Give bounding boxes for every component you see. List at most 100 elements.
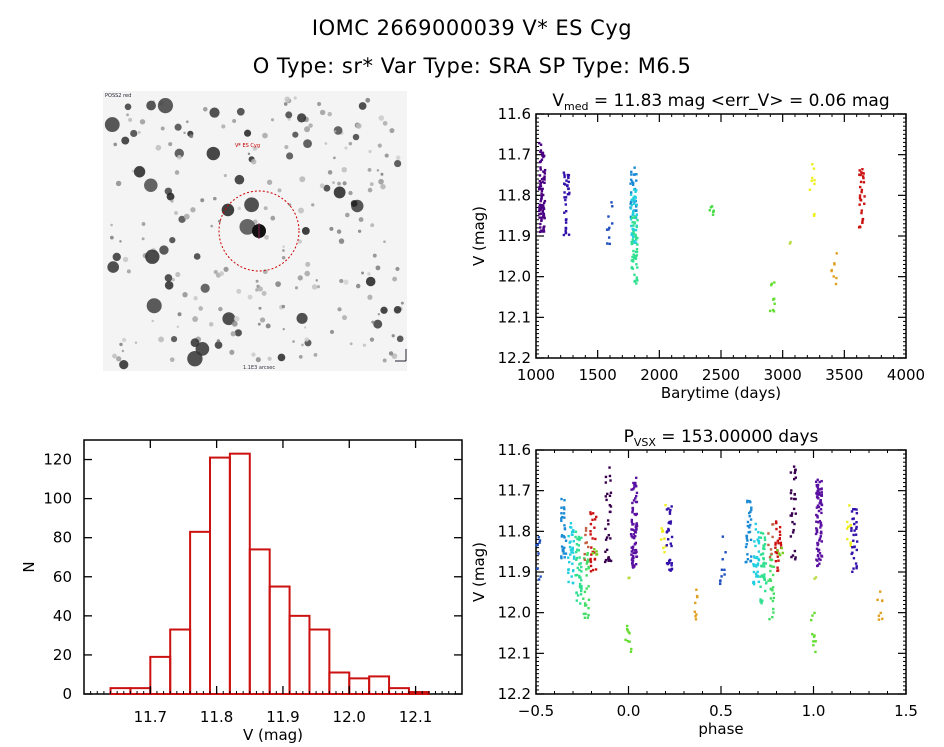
phased-point	[604, 527, 607, 531]
phased-point	[748, 530, 752, 534]
lightcurve-point	[636, 219, 639, 222]
phased-point	[560, 497, 563, 501]
phased-point	[750, 506, 753, 509]
phased-point	[853, 529, 856, 532]
phased-point	[789, 471, 793, 474]
phased-point	[635, 528, 638, 531]
phased-point	[562, 552, 566, 555]
phased-point	[746, 524, 750, 528]
star	[166, 192, 175, 201]
phased-point	[574, 574, 577, 577]
phased-point	[746, 500, 749, 504]
star	[200, 283, 210, 293]
lightcurve-point	[858, 185, 862, 189]
phased-point	[791, 531, 795, 534]
phased-point	[630, 558, 634, 561]
lightcurve-point	[632, 196, 635, 200]
lightcurve-title-rest: = 11.83 mag <err_V> = 0.06 mag	[588, 91, 889, 111]
lightcurve-point	[633, 241, 636, 244]
lightcurve-point	[630, 191, 633, 194]
lightcurve-point	[631, 227, 634, 231]
phased-point	[814, 576, 818, 579]
lightcurve-point	[858, 196, 862, 200]
sky-image: POSS2 red V* ES Cyg 1.1E3 arcsec	[103, 91, 407, 371]
star	[170, 336, 178, 343]
phased-point	[606, 492, 609, 496]
lightcurve-point	[631, 212, 635, 216]
phased-point	[609, 510, 612, 514]
phased-point	[767, 532, 770, 535]
phased-ytick-label: 12.1	[498, 644, 531, 662]
star	[342, 181, 347, 186]
star	[369, 182, 374, 186]
phased-point	[560, 556, 563, 560]
phased-point	[664, 503, 667, 507]
phased-point	[772, 596, 776, 600]
phased-point	[572, 529, 575, 532]
phased-point	[631, 545, 635, 548]
phased-point	[721, 558, 724, 561]
star	[282, 327, 285, 331]
star	[155, 144, 162, 151]
star	[116, 356, 122, 362]
phased-point	[750, 508, 753, 512]
star	[392, 276, 398, 282]
phased-point	[820, 532, 823, 535]
lightcurve-point	[539, 183, 542, 186]
phased-point	[848, 504, 851, 507]
lightcurve-point	[773, 281, 776, 284]
phased-point	[748, 514, 751, 518]
phased-point	[571, 533, 574, 537]
phased-point	[769, 564, 772, 567]
phased-point	[818, 537, 822, 540]
phased-point	[723, 568, 726, 572]
phased-point	[818, 551, 822, 555]
phased-point	[667, 527, 670, 531]
phased-point	[576, 548, 579, 551]
star	[292, 340, 295, 343]
lightcurve-point	[538, 185, 541, 189]
phased-point	[571, 548, 574, 551]
star	[355, 283, 361, 289]
star	[297, 275, 303, 281]
star	[380, 183, 386, 190]
phased-point	[595, 515, 598, 519]
phased-point	[793, 470, 797, 473]
phased-point	[764, 582, 768, 585]
star	[177, 155, 182, 160]
phased-point	[670, 505, 673, 508]
lightcurve-point	[633, 239, 636, 243]
phased-point	[563, 536, 566, 539]
star	[112, 353, 117, 359]
phased-point	[604, 481, 608, 484]
phased-point	[589, 564, 593, 568]
lightcurve-point	[629, 201, 633, 204]
phased-point	[585, 587, 588, 590]
phased-point	[845, 527, 849, 530]
phased-point	[625, 627, 629, 631]
lightcurve-point	[608, 226, 611, 230]
phased-point	[815, 496, 819, 499]
phased-point	[561, 515, 564, 519]
phased-point	[568, 545, 572, 549]
phased-point	[670, 568, 673, 571]
star	[239, 218, 256, 235]
phased-point	[754, 522, 757, 526]
sky-image-canvas: POSS2 red V* ES Cyg 1.1E3 arcsec	[104, 93, 407, 371]
star	[395, 155, 401, 161]
phased-point	[769, 597, 773, 600]
phased-point	[745, 534, 748, 538]
lightcurve-point	[860, 171, 863, 174]
lightcurve-point	[631, 258, 634, 262]
phased-point	[563, 556, 566, 559]
phased-point	[585, 574, 588, 577]
phased-point	[631, 554, 635, 558]
lightcurve-point	[541, 209, 545, 213]
lightcurve-point	[539, 199, 542, 203]
star	[344, 212, 350, 218]
lightcurve-point	[543, 172, 547, 175]
phased-xtick-label: 0.0	[617, 702, 641, 720]
phased-point	[812, 644, 815, 647]
phased-point	[665, 561, 669, 565]
phased-point	[589, 557, 592, 561]
